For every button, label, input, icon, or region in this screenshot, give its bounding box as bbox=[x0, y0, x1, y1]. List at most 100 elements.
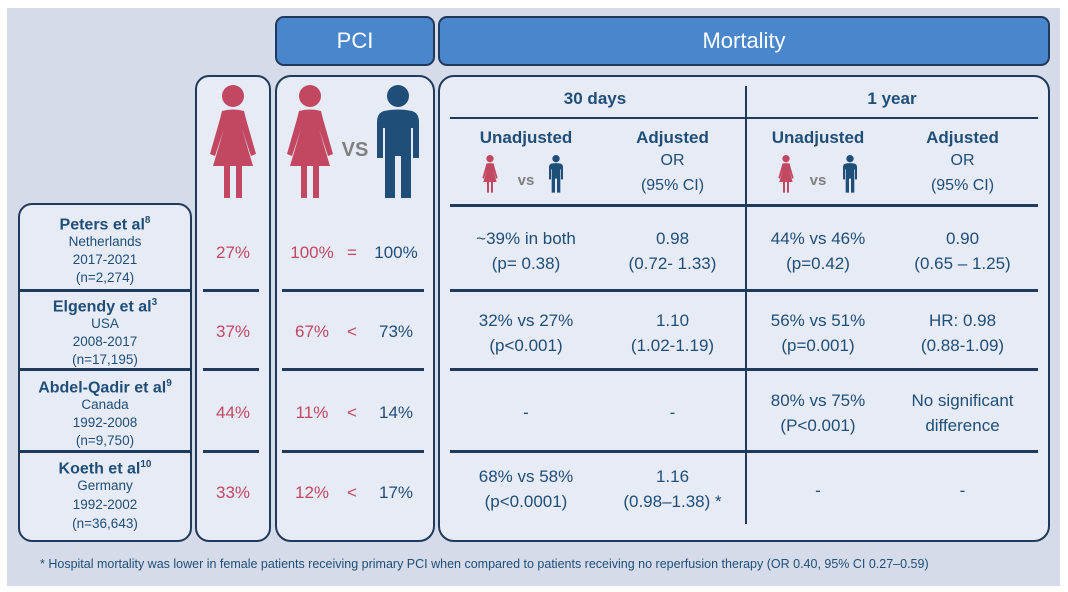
y1-adjusted-line2: (0.65 – 1.25) bbox=[914, 254, 1011, 273]
male-icon-small bbox=[549, 155, 563, 193]
mortality-panel bbox=[438, 75, 1050, 542]
pci-header-label: PCI bbox=[336, 28, 374, 53]
d30-adjusted-line2: (0.72- 1.33) bbox=[628, 254, 717, 273]
study-years: 2008-2017 bbox=[72, 334, 138, 349]
female-icon-small bbox=[482, 155, 498, 193]
row-divider bbox=[203, 289, 259, 292]
or-header-30d: OR bbox=[660, 152, 685, 169]
y1-unadjusted-line1: 44% vs 46% bbox=[770, 229, 866, 248]
row-divider bbox=[18, 368, 192, 371]
study-country: Canada bbox=[81, 397, 129, 412]
pci-header: PCI bbox=[275, 16, 435, 66]
study-name: Elgendy et al3 bbox=[52, 297, 158, 316]
unadjusted-header-1y: Unadjusted bbox=[771, 128, 865, 147]
row-divider bbox=[18, 289, 192, 292]
y1-unadjusted-line2: (p=0.42) bbox=[786, 254, 850, 273]
study-years: 2017-2021 bbox=[72, 252, 138, 267]
pci-female-value: 12% bbox=[294, 483, 330, 502]
mortality-header: Mortality bbox=[438, 16, 1050, 66]
female-share-value: 44% bbox=[215, 403, 251, 422]
adjusted-header-1y: Adjusted bbox=[926, 128, 999, 147]
pci-comparison-symbol: < bbox=[347, 322, 357, 341]
y1-adjusted-line1: 0.90 bbox=[945, 229, 980, 248]
row-divider bbox=[450, 289, 1038, 292]
ci-header-30d: (95% CI) bbox=[640, 177, 705, 194]
y1-unadjusted-line2: (p=0.001) bbox=[781, 336, 855, 355]
pci-male-value: 14% bbox=[378, 403, 414, 422]
row-divider bbox=[203, 368, 259, 371]
mortality-header-divider bbox=[450, 204, 1038, 207]
pci-male-value: 73% bbox=[378, 322, 414, 341]
study-years: 1992-2008 bbox=[72, 415, 138, 430]
study-country: USA bbox=[91, 316, 119, 331]
y1-unadjusted-line1: 80% vs 75% bbox=[770, 391, 866, 410]
vs-small-1y: vs bbox=[809, 172, 827, 189]
female-icon-small bbox=[778, 155, 794, 193]
vs-small-30d: vs bbox=[517, 172, 535, 189]
female-icon bbox=[287, 85, 333, 198]
vs-label: VS bbox=[341, 139, 369, 161]
d30-adjusted-line1: 1.16 bbox=[655, 467, 690, 486]
footnote: * Hospital mortality was lower in female… bbox=[40, 557, 929, 571]
study-name: Abdel-Qadir et al9 bbox=[38, 378, 172, 397]
study-n: (n=2,274) bbox=[75, 270, 135, 285]
y1-adjusted-line2: (0.88-1.09) bbox=[920, 336, 1005, 355]
row-divider bbox=[450, 368, 1038, 371]
study-name: Peters et al8 bbox=[59, 215, 151, 234]
d30-adjusted-line2: (0.98–1.38) * bbox=[623, 492, 722, 511]
row-divider bbox=[203, 450, 259, 453]
adjusted-header-30d: Adjusted bbox=[636, 128, 709, 147]
pci-male-value: 17% bbox=[378, 483, 414, 502]
y1-unadjusted-line1: 56% vs 51% bbox=[770, 311, 866, 330]
period-column-divider bbox=[745, 86, 747, 524]
mortality-header-label: Mortality bbox=[702, 28, 786, 53]
d30-unadjusted-line2: (p<0.0001) bbox=[484, 492, 568, 511]
study-n: (n=17,195) bbox=[72, 352, 138, 367]
d30-unadjusted-line2: (p= 0.38) bbox=[491, 254, 561, 273]
d30-adjusted-line2: (1.02-1.19) bbox=[630, 336, 715, 355]
study-n: (n=36,643) bbox=[72, 516, 138, 531]
d30-unadjusted-line1: 32% vs 27% bbox=[478, 311, 574, 330]
y1-unadjusted-line1: - bbox=[815, 481, 821, 500]
pci-comparison-symbol: = bbox=[347, 243, 357, 262]
male-icon bbox=[377, 85, 419, 198]
row-divider bbox=[450, 450, 1038, 453]
or-header-1y: OR bbox=[950, 152, 975, 169]
female-share-value: 37% bbox=[215, 322, 251, 341]
d30-adjusted-line1: 1.10 bbox=[655, 311, 690, 330]
studies-panel bbox=[18, 203, 192, 542]
period-30-days: 30 days bbox=[563, 89, 627, 108]
female-icon bbox=[210, 85, 256, 198]
y1-adjusted-line1: No significant bbox=[911, 391, 1014, 410]
d30-adjusted-line1: 0.98 bbox=[655, 229, 690, 248]
study-country: Germany bbox=[77, 478, 133, 493]
pci-comparison-symbol: < bbox=[347, 403, 357, 422]
pci-female-value: 67% bbox=[294, 322, 330, 341]
pci-male-value: 100% bbox=[374, 243, 418, 262]
y1-unadjusted-line2: (P<0.001) bbox=[780, 416, 856, 435]
d30-unadjusted-line2: (p<0.001) bbox=[489, 336, 563, 355]
row-divider bbox=[282, 289, 424, 292]
row-divider bbox=[18, 450, 192, 453]
period-1-year: 1 year bbox=[867, 89, 917, 108]
y1-adjusted-line1: - bbox=[959, 481, 966, 500]
pci-female-value: 11% bbox=[295, 403, 329, 422]
d30-unadjusted-line1: 68% vs 58% bbox=[478, 467, 574, 486]
period-divider bbox=[450, 117, 1038, 119]
d30-adjusted-line1: - bbox=[669, 403, 676, 422]
ci-header-1y: (95% CI) bbox=[930, 177, 995, 194]
male-icon-small bbox=[843, 155, 857, 193]
study-name: Koeth et al10 bbox=[58, 459, 152, 478]
female-share-value: 33% bbox=[215, 483, 251, 502]
d30-unadjusted-line1: ~39% in both bbox=[476, 229, 576, 248]
pci-female-value: 100% bbox=[290, 243, 334, 262]
study-n: (n=9,750) bbox=[75, 433, 135, 448]
study-country: Netherlands bbox=[68, 234, 142, 249]
row-divider bbox=[282, 368, 424, 371]
y1-adjusted-line1: HR: 0.98 bbox=[928, 311, 997, 330]
unadjusted-header-30d: Unadjusted bbox=[479, 128, 573, 147]
row-divider bbox=[282, 450, 424, 453]
study-years: 1992-2002 bbox=[72, 497, 138, 512]
pci-comparison-symbol: < bbox=[347, 483, 357, 502]
female-share-value: 27% bbox=[215, 243, 251, 262]
